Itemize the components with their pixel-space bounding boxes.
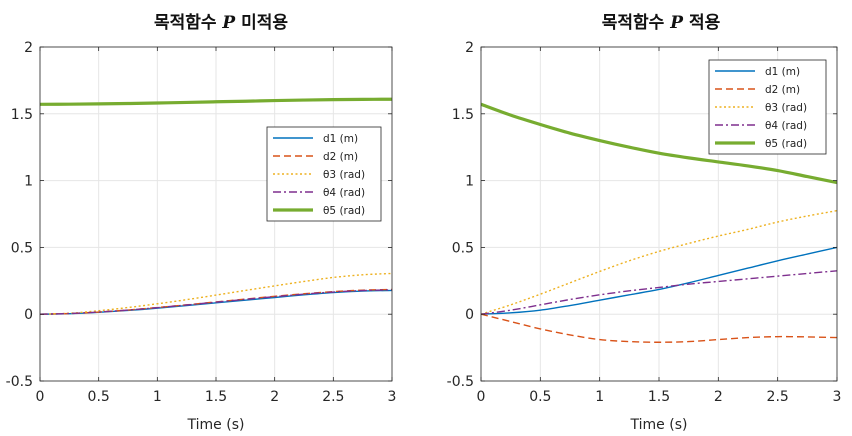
series-line-2 bbox=[481, 313, 837, 343]
y-tick-label: 1 bbox=[24, 174, 33, 190]
y-tick-label: -0.5 bbox=[6, 374, 33, 390]
x-tick-label: 1 bbox=[595, 389, 604, 405]
x-tick-label: 2.5 bbox=[322, 389, 344, 405]
x-tick-label: 3 bbox=[833, 389, 842, 405]
series-line-3 bbox=[40, 272, 392, 315]
y-tick-label: 1 bbox=[465, 174, 474, 190]
y-tick-label: 2 bbox=[24, 40, 33, 56]
x-tick-label: 0.5 bbox=[529, 389, 551, 405]
legend-label-4: θ4 (rad) bbox=[765, 120, 807, 132]
y-tick-label: -0.5 bbox=[447, 374, 474, 390]
x-axis-label: Time (s) bbox=[630, 417, 688, 433]
x-axis-label: Time (s) bbox=[187, 417, 245, 433]
legend-label-1: d1 (m) bbox=[765, 66, 800, 78]
legend-label-5: θ5 (rad) bbox=[323, 205, 365, 217]
legend-label-2: d2 (m) bbox=[323, 151, 358, 163]
x-tick-label: 1.5 bbox=[648, 389, 670, 405]
x-tick-label: 2.5 bbox=[767, 389, 789, 405]
x-tick-label: 0 bbox=[36, 389, 45, 405]
series-line-4 bbox=[481, 270, 837, 315]
y-tick-label: 1.5 bbox=[452, 107, 474, 123]
y-tick-label: 0 bbox=[465, 307, 474, 323]
legend-label-1: d1 (m) bbox=[323, 133, 358, 145]
y-tick-label: 2 bbox=[465, 40, 474, 56]
legend-label-3: θ3 (rad) bbox=[765, 102, 807, 114]
legend-label-3: θ3 (rad) bbox=[323, 169, 365, 181]
chart-title-part: 목적함수 bbox=[602, 12, 670, 33]
x-tick-label: 0 bbox=[477, 389, 486, 405]
y-tick-label: 0.5 bbox=[452, 240, 474, 256]
legend-label-5: θ5 (rad) bbox=[765, 138, 807, 150]
y-tick-label: 0 bbox=[24, 307, 33, 323]
series-line-5 bbox=[40, 97, 392, 106]
legend-box bbox=[266, 126, 382, 222]
series-line-5 bbox=[481, 102, 837, 185]
x-tick-label: 2 bbox=[714, 389, 723, 405]
y-tick-label: 1.5 bbox=[11, 107, 33, 123]
y-tick-label: 0.5 bbox=[11, 240, 33, 256]
chart-title: 목적함수 P 적용 bbox=[602, 12, 721, 33]
x-tick-label: 2 bbox=[270, 389, 279, 405]
chart-title-part: P bbox=[669, 13, 684, 33]
legend-label-4: θ4 (rad) bbox=[323, 187, 365, 199]
x-tick-label: 3 bbox=[388, 389, 397, 405]
chart-title-part: 목적함수 bbox=[154, 12, 222, 33]
series-line-3 bbox=[481, 209, 837, 315]
series-line-4 bbox=[40, 289, 392, 315]
chart-title: 목적함수 P 미적용 bbox=[154, 12, 288, 33]
x-tick-label: 0.5 bbox=[88, 389, 110, 405]
x-tick-label: 1 bbox=[153, 389, 162, 405]
chart-title-part: 적용 bbox=[683, 13, 721, 33]
legend-label-2: d2 (m) bbox=[765, 84, 800, 96]
series-line-1 bbox=[481, 246, 837, 315]
x-tick-label: 1.5 bbox=[205, 389, 227, 405]
chart-title-part: 미적용 bbox=[235, 13, 288, 33]
chart-title-part: P bbox=[221, 13, 236, 33]
